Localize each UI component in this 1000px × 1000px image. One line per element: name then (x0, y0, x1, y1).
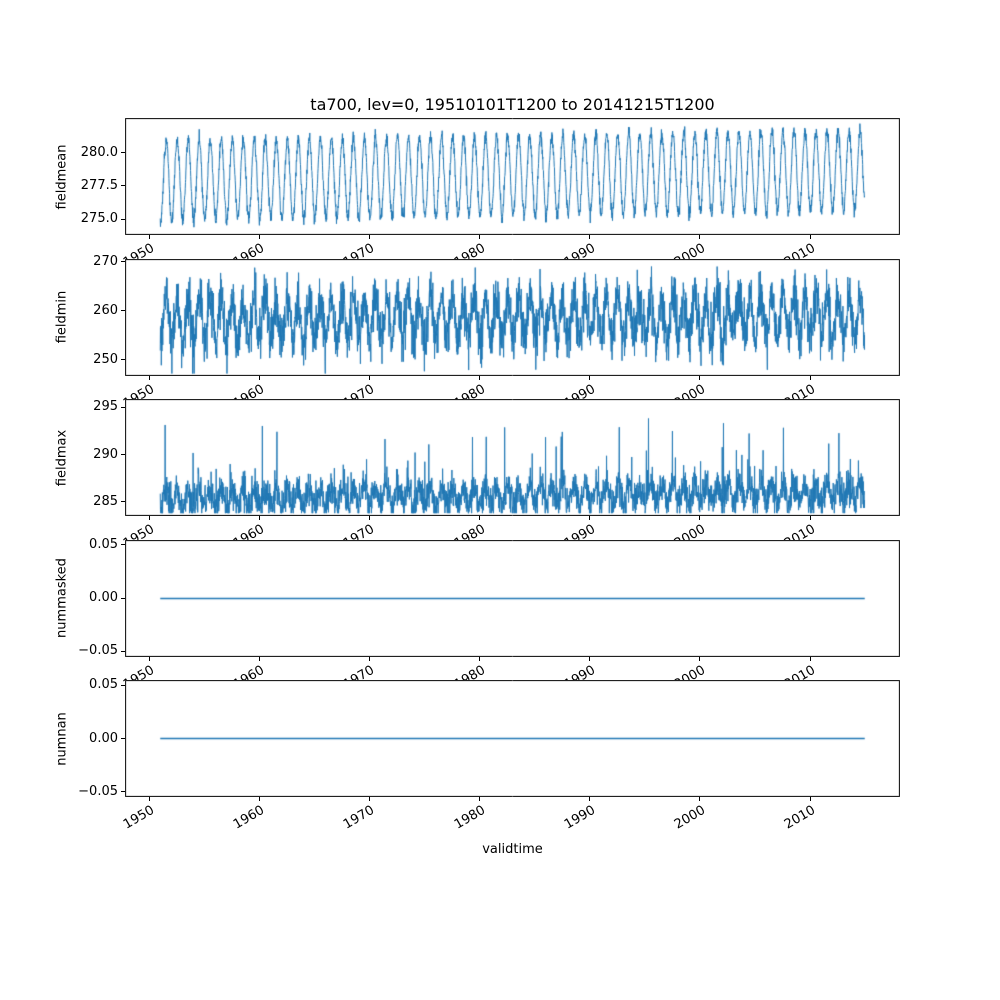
x-tick-label: 2010 (680, 662, 818, 692)
y-tick-mark (121, 544, 125, 546)
y-tick-label: 0.00 (89, 590, 118, 605)
x-tick-mark (479, 516, 481, 520)
x-tick-mark (699, 375, 701, 380)
x-tick-mark (479, 797, 481, 801)
series-canvas (125, 680, 900, 797)
y-tick-mark (121, 650, 125, 652)
x-tick-mark (369, 235, 371, 239)
plot-area (125, 539, 900, 657)
y-tick-label: 285 (93, 493, 118, 509)
x-tick-mark (369, 656, 371, 661)
x-tick-mark (369, 797, 371, 801)
series-canvas (125, 258, 900, 376)
x-tick-mark (148, 235, 150, 239)
x-tick-mark (699, 656, 701, 661)
x-tick-label: 2010 (680, 381, 818, 411)
x-tick-mark (258, 375, 260, 380)
y-tick-mark (121, 185, 125, 187)
x-tick-mark (809, 235, 811, 239)
y-tick-label: 270 (93, 253, 118, 269)
x-tick-label-text: 2010 (781, 802, 819, 833)
y-tick-label: −0.05 (78, 643, 118, 659)
x-tick-mark (258, 235, 260, 239)
y-tick-label: 295 (93, 399, 118, 415)
y-tick-label: 275.0 (80, 211, 118, 227)
x-tick-mark (809, 516, 811, 520)
y-tick-label: 280.0 (80, 144, 118, 160)
plot-area (125, 118, 900, 235)
x-tick-mark (479, 656, 481, 661)
x-tick-mark (699, 797, 701, 801)
x-tick-mark (809, 797, 811, 801)
y-tick-label: −0.05 (78, 783, 118, 799)
x-tick-mark (809, 375, 811, 380)
y-tick-mark (121, 261, 125, 263)
x-tick-label: 2010 (680, 521, 818, 552)
x-tick-mark (479, 375, 481, 380)
y-tick-label: 277.5 (80, 177, 118, 193)
y-tick-mark (121, 152, 125, 154)
x-tick-mark (699, 516, 701, 520)
x-tick-mark (809, 656, 811, 661)
plot-area (125, 680, 900, 797)
x-tick-mark (148, 656, 150, 661)
x-tick-mark (589, 516, 591, 520)
y-tick-label: 250 (93, 351, 118, 367)
x-tick-mark (589, 797, 591, 801)
x-tick-mark (148, 797, 150, 801)
plot-area (125, 399, 900, 516)
x-tick-mark (148, 375, 150, 380)
x-tick-label: 2010 (680, 240, 818, 271)
y-tick-label: 290 (93, 446, 118, 462)
y-tick-label: 0.00 (89, 730, 118, 746)
y-tick-mark (121, 218, 125, 220)
y-tick-mark (121, 310, 125, 312)
y-tick-mark (121, 684, 125, 686)
y-tick-label: 0.05 (89, 536, 118, 552)
y-tick-mark (121, 738, 125, 739)
y-tick-label: 260 (93, 302, 118, 318)
x-tick-mark (369, 375, 371, 380)
x-tick-mark (148, 516, 150, 520)
plot-area (125, 258, 900, 376)
y-tick-mark (121, 406, 125, 408)
y-tick-mark (121, 501, 125, 503)
x-tick-mark (589, 656, 591, 661)
x-axis-label: validtime (482, 842, 543, 857)
series-canvas (125, 539, 900, 657)
x-tick-mark (258, 516, 260, 520)
x-tick-mark (479, 235, 481, 239)
y-tick-label: 0.05 (89, 677, 118, 693)
y-tick-mark (121, 791, 125, 793)
y-tick-mark (121, 454, 125, 456)
x-tick-mark (258, 656, 260, 661)
y-tick-mark (121, 359, 125, 361)
x-tick-label: 2010 (680, 802, 818, 833)
x-tick-mark (589, 235, 591, 239)
chart-title: ta700, lev=0, 19510101T1200 to 20141215T… (310, 95, 715, 114)
x-tick-mark (369, 516, 371, 520)
y-tick-mark (121, 597, 125, 599)
series-canvas (125, 399, 900, 516)
x-tick-mark (699, 235, 701, 239)
series-canvas (125, 118, 900, 235)
x-tick-mark (589, 375, 591, 380)
x-tick-mark (258, 797, 260, 801)
